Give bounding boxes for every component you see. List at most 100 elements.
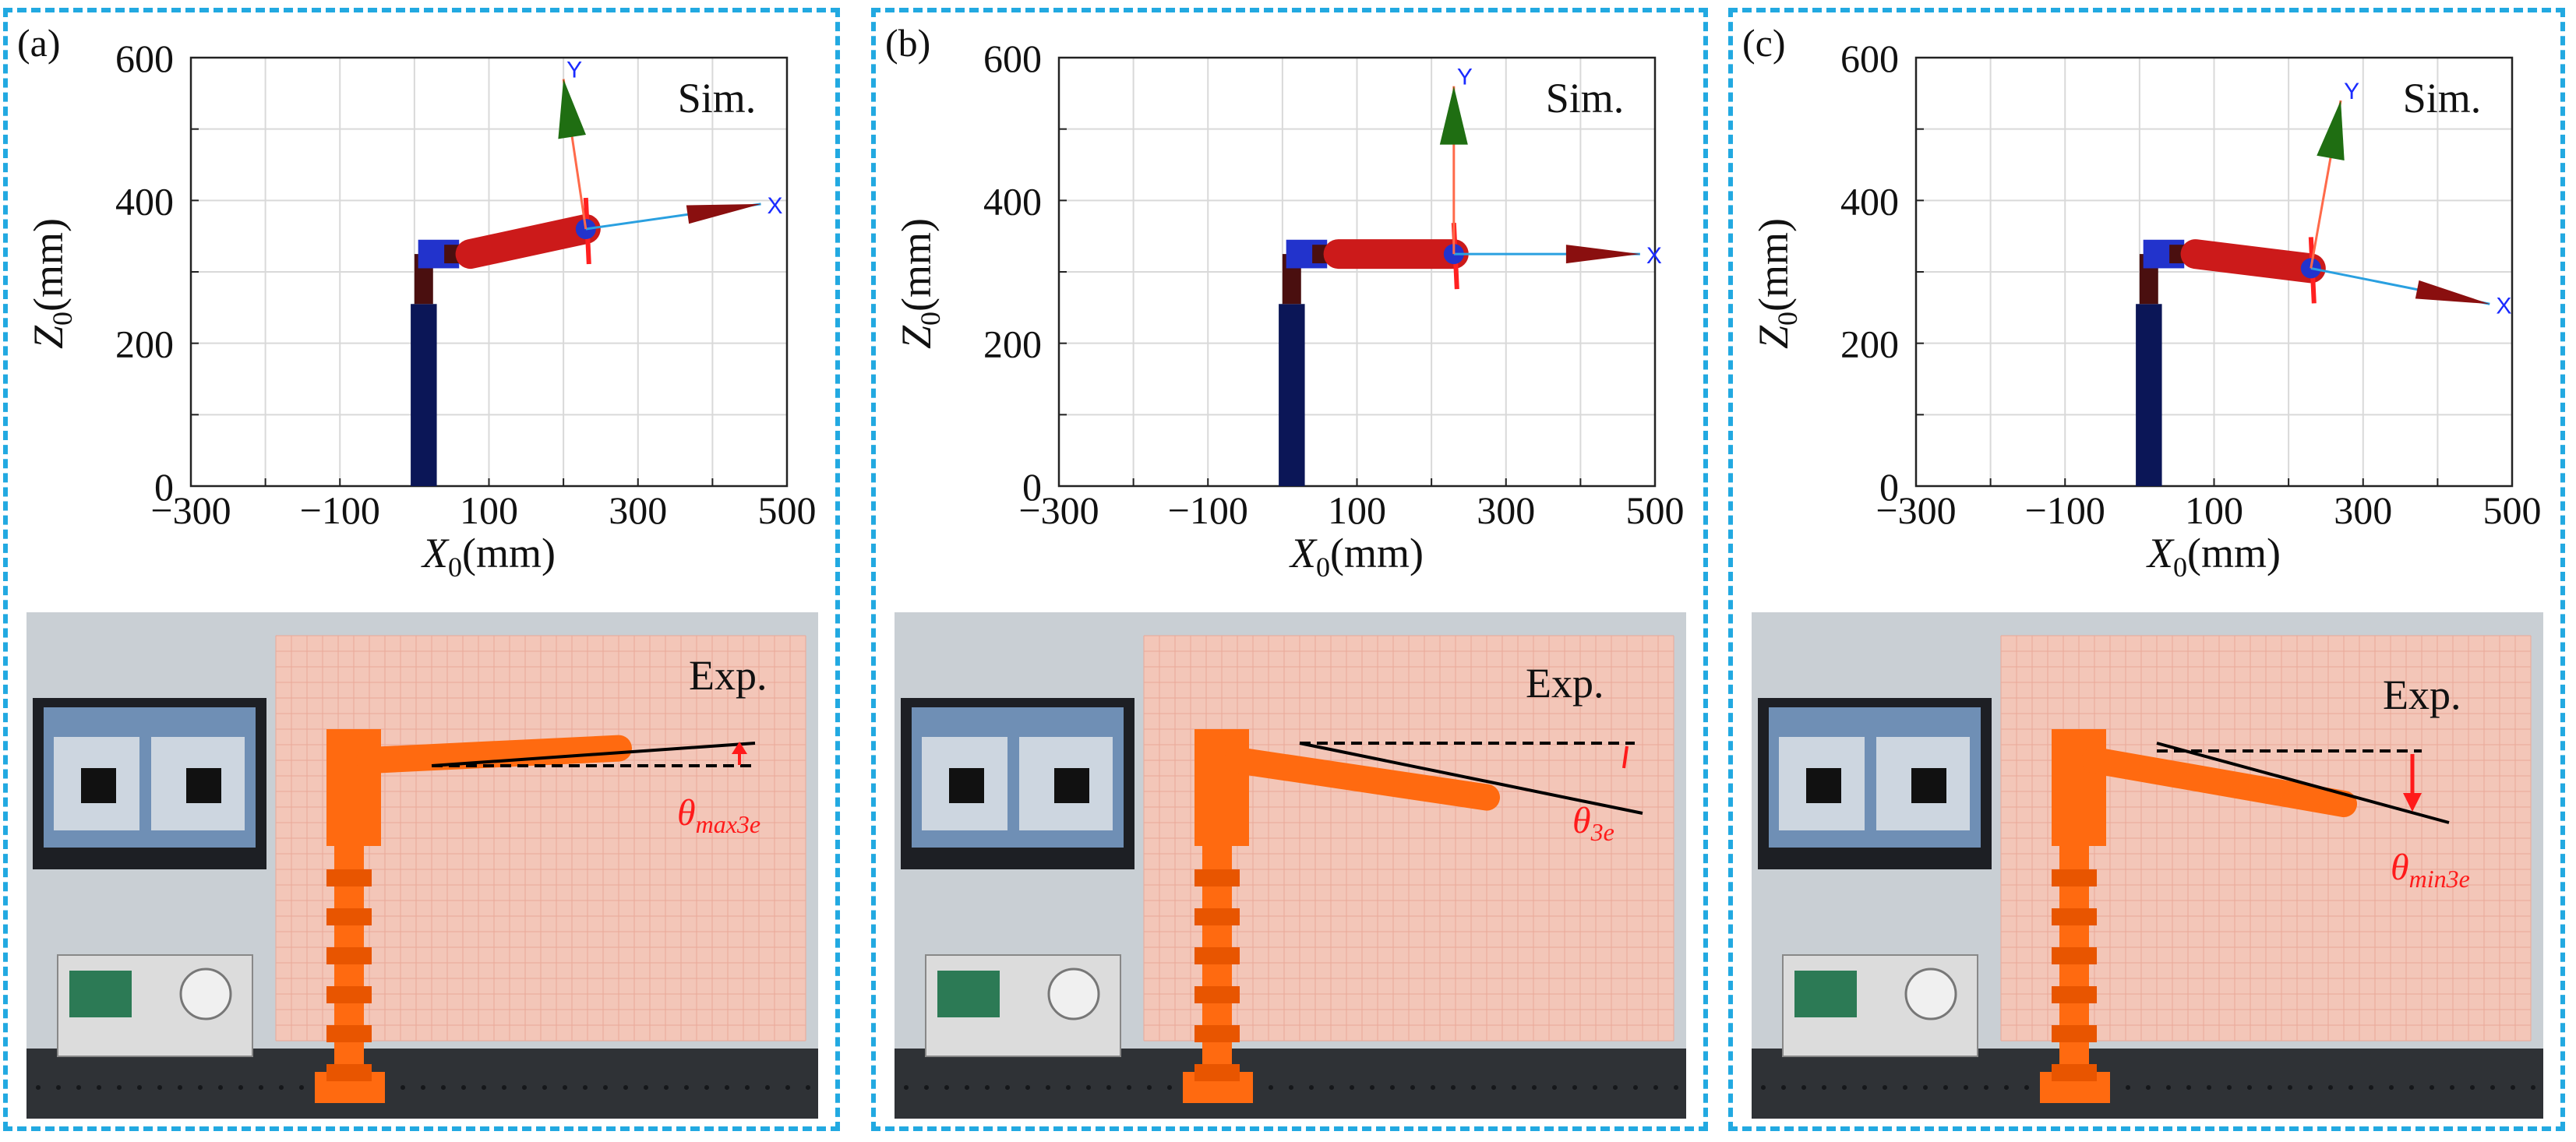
table-hole bbox=[1822, 1085, 1826, 1090]
table-hole bbox=[2450, 1085, 2454, 1090]
table-hole bbox=[542, 1085, 547, 1090]
robot-segment bbox=[2052, 869, 2097, 886]
sim-chart-b: −300 −100 100 300 500 0 200 400 600 X0(mm) Z0(mm) S… bbox=[893, 37, 1685, 583]
table-hole bbox=[1431, 1085, 1435, 1090]
table-hole bbox=[36, 1085, 41, 1090]
table-hole bbox=[2146, 1085, 2151, 1090]
y-tick-label: 200 bbox=[1840, 323, 1899, 366]
table-hole bbox=[137, 1085, 142, 1090]
table-hole bbox=[1512, 1085, 1516, 1090]
base-link bbox=[411, 304, 437, 486]
table-hole bbox=[482, 1085, 486, 1090]
y-tick-label: 400 bbox=[115, 179, 174, 223]
table-hole bbox=[2186, 1085, 2191, 1090]
y-tick-label: 600 bbox=[1840, 37, 1899, 80]
table-hole bbox=[2369, 1085, 2373, 1090]
table-hole bbox=[1633, 1085, 1638, 1090]
angle-label-a: θmax3e bbox=[677, 792, 761, 838]
table-hole bbox=[1167, 1085, 1172, 1090]
panel-label-b: (b) bbox=[885, 21, 931, 65]
exp-label-b: Exp. bbox=[1526, 660, 1604, 707]
table-hole bbox=[2389, 1085, 2394, 1090]
measured-arm-line bbox=[1299, 742, 1643, 815]
robot-segment bbox=[2052, 908, 2097, 925]
table-hole bbox=[117, 1085, 122, 1090]
table-hole bbox=[218, 1085, 223, 1090]
table-hole bbox=[785, 1085, 790, 1090]
table-hole bbox=[1471, 1085, 1476, 1090]
x-tick-label: 500 bbox=[758, 488, 817, 532]
x-tick-label: 100 bbox=[460, 488, 518, 532]
base-link bbox=[1279, 304, 1305, 486]
power-supply-display bbox=[1794, 971, 1857, 1017]
y-axis-title: Z0(mm) bbox=[25, 218, 78, 349]
robot-segment bbox=[2052, 1064, 2097, 1081]
sim-chart-a: −300 −100 100 300 500 0 200 400 600 X0(mm) Z0(mm) S… bbox=[25, 37, 817, 583]
table-hole bbox=[924, 1085, 929, 1090]
table-hole bbox=[704, 1085, 709, 1090]
table-hole bbox=[1005, 1085, 1010, 1090]
table-hole bbox=[765, 1085, 770, 1090]
table-hole bbox=[56, 1085, 61, 1090]
table-hole bbox=[238, 1085, 243, 1090]
frame-x-label: X bbox=[1646, 243, 1662, 269]
x-tick-label: −100 bbox=[1168, 488, 1248, 532]
table-hole bbox=[522, 1085, 527, 1090]
robot-segment bbox=[326, 986, 372, 1003]
x-tick-label: 500 bbox=[2483, 488, 2542, 532]
measured-arm-line bbox=[2156, 742, 2450, 824]
panel-a: −300 −100 100 300 500 0 200 400 600 X0(mm) Z0(mm) S… bbox=[3, 8, 840, 1131]
panel-b: −300 −100 100 300 500 0 200 400 600 X0(mm) Z0(mm) S… bbox=[871, 8, 1708, 1131]
frame-x-arrowhead bbox=[2415, 280, 2490, 305]
screen-plot bbox=[1911, 768, 1946, 803]
table-hole bbox=[1127, 1085, 1131, 1090]
robot-segment bbox=[2052, 947, 2097, 964]
frame-y-label: Y bbox=[566, 58, 582, 83]
table-hole bbox=[965, 1085, 969, 1090]
table-hole bbox=[1593, 1085, 1597, 1090]
table-hole bbox=[563, 1085, 567, 1090]
table-hole bbox=[2348, 1085, 2353, 1090]
table-hole bbox=[2267, 1085, 2272, 1090]
table-hole bbox=[178, 1085, 182, 1090]
table-hole bbox=[1106, 1085, 1111, 1090]
y-tick-label: 0 bbox=[1022, 465, 1042, 509]
robot-segment bbox=[2052, 986, 2097, 1003]
frame-y-label: Y bbox=[1457, 65, 1473, 90]
table-hole bbox=[1066, 1085, 1071, 1090]
robot-forearm bbox=[2081, 747, 2357, 817]
table-hole bbox=[2207, 1085, 2211, 1090]
table-hole bbox=[279, 1085, 284, 1090]
table-hole bbox=[461, 1085, 466, 1090]
y-tick-label: 600 bbox=[115, 37, 174, 80]
robot-segment bbox=[326, 1064, 372, 1081]
x-tick-label: −300 bbox=[150, 488, 231, 532]
measured-arm-line bbox=[431, 742, 756, 767]
experiment-photo-c: Exp. θmin3e bbox=[1752, 612, 2543, 1119]
table-hole bbox=[97, 1085, 101, 1090]
table-hole bbox=[2531, 1085, 2535, 1090]
table-hole bbox=[806, 1085, 810, 1090]
table-hole bbox=[985, 1085, 990, 1090]
table-hole bbox=[1532, 1085, 1537, 1090]
robot-shoulder bbox=[1194, 729, 1249, 846]
angle-arrow bbox=[1622, 745, 1629, 769]
table-hole bbox=[1086, 1085, 1091, 1090]
exp-label-c: Exp. bbox=[2383, 671, 2461, 718]
x-tick-label: 300 bbox=[1477, 488, 1535, 532]
table-hole bbox=[2024, 1085, 2029, 1090]
robot-segment bbox=[326, 908, 372, 925]
robot-segment bbox=[1194, 869, 1240, 886]
robot-segment bbox=[326, 1025, 372, 1042]
experiment-photo-b: Exp. θ3e bbox=[895, 612, 1686, 1119]
table-hole bbox=[2126, 1085, 2130, 1090]
table-hole bbox=[2430, 1085, 2434, 1090]
robot-segment bbox=[1194, 908, 1240, 925]
frame-x-label: X bbox=[768, 193, 783, 219]
table-hole bbox=[1964, 1085, 1968, 1090]
optical-table bbox=[895, 1049, 1686, 1119]
table-hole bbox=[2004, 1085, 2009, 1090]
table-hole bbox=[904, 1085, 909, 1090]
table-hole bbox=[1801, 1085, 1806, 1090]
table-hole bbox=[1984, 1085, 1988, 1090]
